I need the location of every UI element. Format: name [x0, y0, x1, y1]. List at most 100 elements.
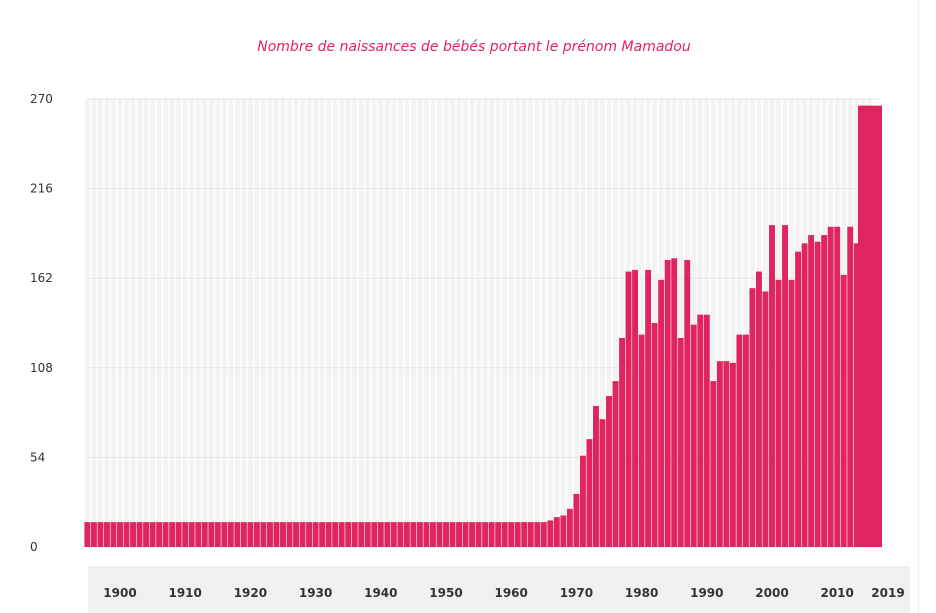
- background-column: [202, 99, 208, 547]
- background-column: [189, 99, 195, 547]
- background-column: [404, 99, 410, 547]
- background-column: [710, 99, 716, 547]
- bar: [834, 226, 841, 547]
- bar: [377, 522, 384, 547]
- background-column: [208, 99, 214, 547]
- bar: [312, 522, 319, 547]
- x-tick-label: 1940: [364, 586, 397, 600]
- bar: [853, 243, 860, 547]
- background-column: [521, 99, 527, 547]
- background-column: [528, 99, 534, 547]
- y-tick-label: 108: [30, 361, 53, 375]
- background-column: [639, 99, 645, 547]
- background-column: [619, 99, 625, 547]
- background-column: [391, 99, 397, 547]
- bar: [358, 522, 365, 547]
- bar: [795, 251, 802, 547]
- bar: [221, 522, 228, 547]
- bar: [495, 522, 502, 547]
- bar: [527, 522, 534, 547]
- background-column: [287, 99, 292, 547]
- bar: [319, 522, 326, 547]
- bar: [149, 522, 156, 547]
- bar: [749, 288, 756, 547]
- bar: [593, 405, 599, 547]
- y-tick-label: 0: [30, 540, 38, 554]
- bar: [801, 243, 808, 547]
- background-column: [339, 99, 345, 547]
- bar: [827, 226, 834, 547]
- background-column: [274, 99, 279, 547]
- background-column: [691, 99, 697, 547]
- bar: [188, 522, 195, 547]
- background-column: [730, 99, 736, 547]
- x-tick-label: 1920: [234, 586, 267, 600]
- background-column: [104, 99, 110, 547]
- bar: [566, 508, 573, 547]
- bar: [234, 522, 241, 547]
- bar: [808, 235, 815, 547]
- bar: [782, 225, 788, 547]
- bar: [364, 522, 371, 547]
- background-column: [195, 99, 201, 547]
- background-column: [593, 99, 599, 547]
- bar: [403, 522, 410, 547]
- background-column: [332, 99, 338, 547]
- bar: [716, 361, 723, 547]
- background-column: [300, 99, 306, 547]
- background-column: [143, 99, 149, 547]
- bar: [156, 522, 163, 547]
- background-column: [111, 99, 116, 547]
- bar: [338, 522, 345, 547]
- background-column: [743, 99, 749, 547]
- bar: [436, 522, 443, 547]
- bar: [612, 381, 619, 547]
- background-column: [547, 99, 553, 547]
- bar: [423, 522, 430, 547]
- bar: [599, 419, 606, 547]
- bar: [247, 522, 254, 547]
- bar: [703, 314, 710, 547]
- background-column: [508, 99, 514, 547]
- y-tick-label: 162: [30, 271, 53, 285]
- background-column: [84, 99, 90, 547]
- bar: [710, 381, 717, 547]
- background-column: [365, 99, 371, 547]
- bar: [462, 522, 469, 547]
- background-column: [280, 99, 286, 547]
- background-column: [613, 99, 618, 547]
- background-column: [476, 99, 482, 547]
- bar: [443, 522, 449, 547]
- background-column: [352, 99, 358, 547]
- background-column: [450, 99, 455, 547]
- background-column: [215, 99, 221, 547]
- x-tick-label: 1980: [625, 586, 658, 600]
- bar: [586, 439, 593, 547]
- bar: [632, 269, 639, 547]
- bar: [534, 522, 541, 547]
- bar: [97, 522, 104, 547]
- background-column: [567, 99, 573, 547]
- x-tick-label: 1960: [494, 586, 527, 600]
- right-divider: [918, 0, 919, 613]
- background-column: [456, 99, 462, 547]
- bar: [697, 314, 704, 547]
- bar: [475, 522, 482, 547]
- bar: [117, 522, 123, 547]
- bar: [449, 522, 456, 547]
- bar: [658, 279, 665, 547]
- bar: [540, 522, 547, 547]
- x-tick-label: 1900: [103, 586, 136, 600]
- bar: [677, 337, 684, 547]
- background-column: [130, 99, 136, 547]
- background-column: [495, 99, 501, 547]
- bar: [579, 455, 586, 547]
- x-axis-ticks: 1900 1910 1920 1930 1940 1950 1960 1970 1980 1990…: [103, 586, 904, 600]
- background-column: [580, 99, 586, 547]
- bar: [371, 522, 378, 547]
- y-tick-label: 270: [30, 92, 53, 106]
- background-column: [358, 99, 364, 547]
- x-tick-label: 2010: [820, 586, 853, 600]
- bar: [684, 259, 691, 547]
